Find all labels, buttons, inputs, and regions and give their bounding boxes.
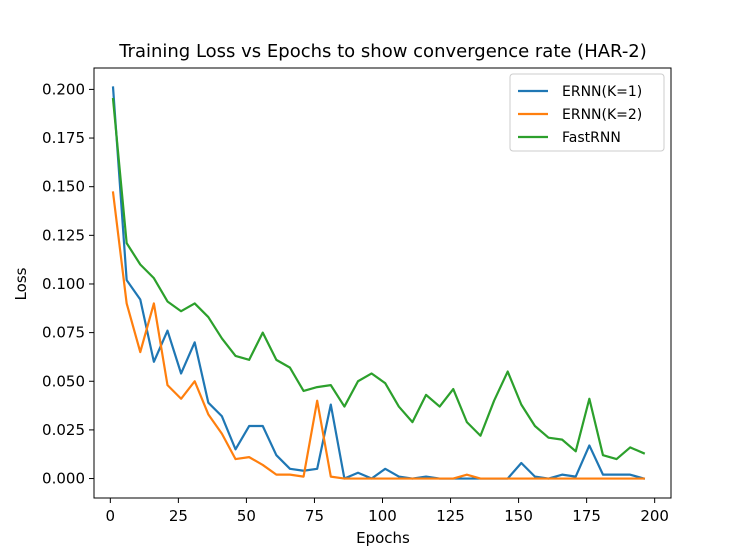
y-ticks: 0.000 0.025 0.050 0.075 0.100 0.125 0.150 0.175… [42,80,94,488]
x-tick-label: 75 [305,507,324,525]
legend-label-2: ERNN(K=2) [562,107,642,123]
x-tick-label: 50 [237,507,256,525]
x-axis-label: Epochs [356,529,410,547]
y-tick-label: 0.100 [42,275,85,293]
series-line-1 [111,86,646,480]
chart-title: Training Loss vs Epochs to show converge… [118,41,647,62]
legend: ERNN(K=1) ERNN(K=2) FastRNN [509,73,665,152]
x-tick-label: 200 [640,507,669,525]
y-tick-label: 0.000 [42,470,85,488]
x-tick-label: 100 [368,507,397,525]
y-tick-label: 0.050 [42,372,85,390]
y-tick-label: 0.150 [42,178,85,196]
series-line-2 [111,191,645,480]
y-tick-label: 0.075 [42,324,85,342]
x-tick-label: 150 [504,507,533,525]
x-tick-label: 25 [169,507,188,525]
y-tick-label: 0.175 [42,129,85,147]
x-ticks: 0 25 50 75 100 125 150 175 200 [106,498,669,525]
y-tick-label: 0.200 [42,80,85,98]
y-axis-label: Loss [12,267,30,300]
series-layer [111,86,646,480]
x-tick-label: 125 [436,507,465,525]
legend-box [509,73,665,152]
legend-label-3: FastRNN [562,130,621,146]
x-tick-label: 175 [572,507,601,525]
legend-label-1: ERNN(K=1) [562,84,642,100]
y-tick-label: 0.125 [42,226,85,244]
y-tick-label: 0.025 [42,421,85,439]
series-line-3 [111,97,646,461]
x-tick-label: 0 [106,507,116,525]
